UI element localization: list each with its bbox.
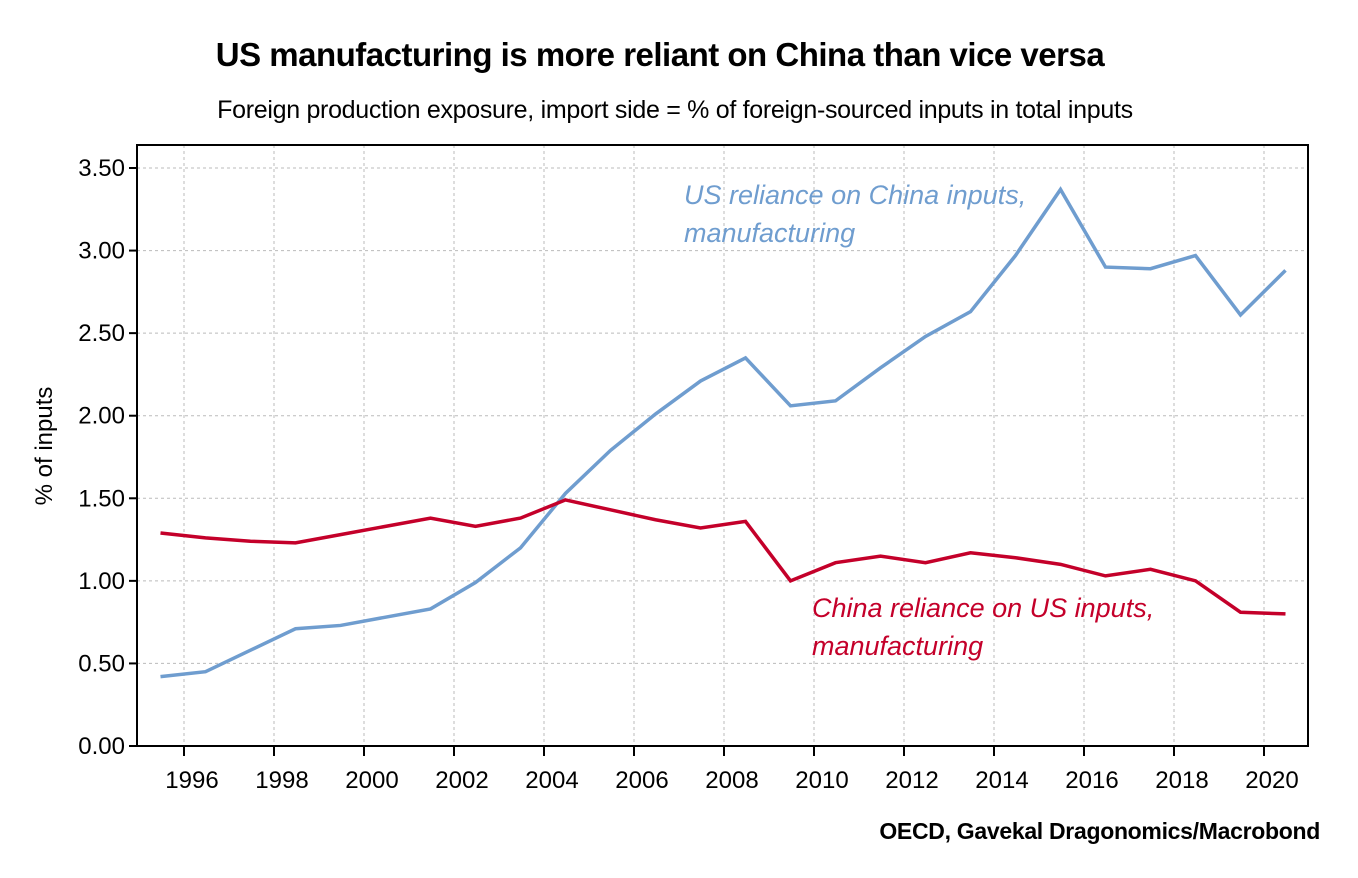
y-tick-label: 1.00: [78, 568, 125, 595]
series-label-china-line1: China reliance on US inputs,: [812, 593, 1154, 623]
y-tick-label: 3.50: [78, 155, 125, 182]
chart-source: OECD, Gavekal Dragonomics/Macrobond: [879, 818, 1320, 844]
y-tick-label: 3.00: [78, 238, 125, 265]
x-tick-label: 1998: [255, 767, 308, 794]
china-reliance-line: [160, 498, 1286, 616]
y-tick-label: 0.00: [78, 733, 125, 760]
x-tick-label: 2014: [975, 767, 1028, 794]
x-tick-label: 2008: [705, 767, 758, 794]
series-label-us-line2: manufacturing: [684, 218, 855, 248]
x-tick-label: 2000: [345, 767, 398, 794]
axes: 0.00 0.50 1.00 1.50 2.00 2.50 3.00 3.50 1996 1998…: [78, 155, 1298, 794]
x-tick-label: 2012: [885, 767, 938, 794]
series-label-us-line1: US reliance on China inputs,: [684, 180, 1026, 210]
series-label-china: China reliance on US inputs, manufacturi…: [812, 593, 1162, 661]
y-tick-label: 2.00: [78, 403, 125, 430]
series-label-china-line2: manufacturing: [812, 631, 983, 661]
us-reliance-line: [160, 186, 1287, 679]
x-tick-label: 2018: [1155, 767, 1208, 794]
plot-frame: [136, 144, 1309, 747]
chart-title: US manufacturing is more reliant on Chin…: [215, 36, 1105, 73]
x-tick-label: 2016: [1065, 767, 1118, 794]
x-tick-label: 2020: [1245, 767, 1298, 794]
series-label-us: US reliance on China inputs, manufacturi…: [684, 180, 1034, 248]
x-tick-label: 1996: [165, 767, 218, 794]
chart-subtitle: Foreign production exposure, import side…: [217, 96, 1133, 124]
x-tick-label: 2006: [615, 767, 668, 794]
series-lines: [160, 186, 1287, 679]
y-axis-label: % of inputs: [31, 387, 58, 506]
y-tick-label: 2.50: [78, 320, 125, 347]
y-tick-label: 1.50: [78, 485, 125, 512]
x-tick-label: 2010: [795, 767, 848, 794]
grid: [137, 145, 1308, 746]
y-tick-label: 0.50: [78, 650, 125, 677]
x-tick-label: 2004: [525, 767, 578, 794]
x-tick-label: 2002: [435, 767, 488, 794]
